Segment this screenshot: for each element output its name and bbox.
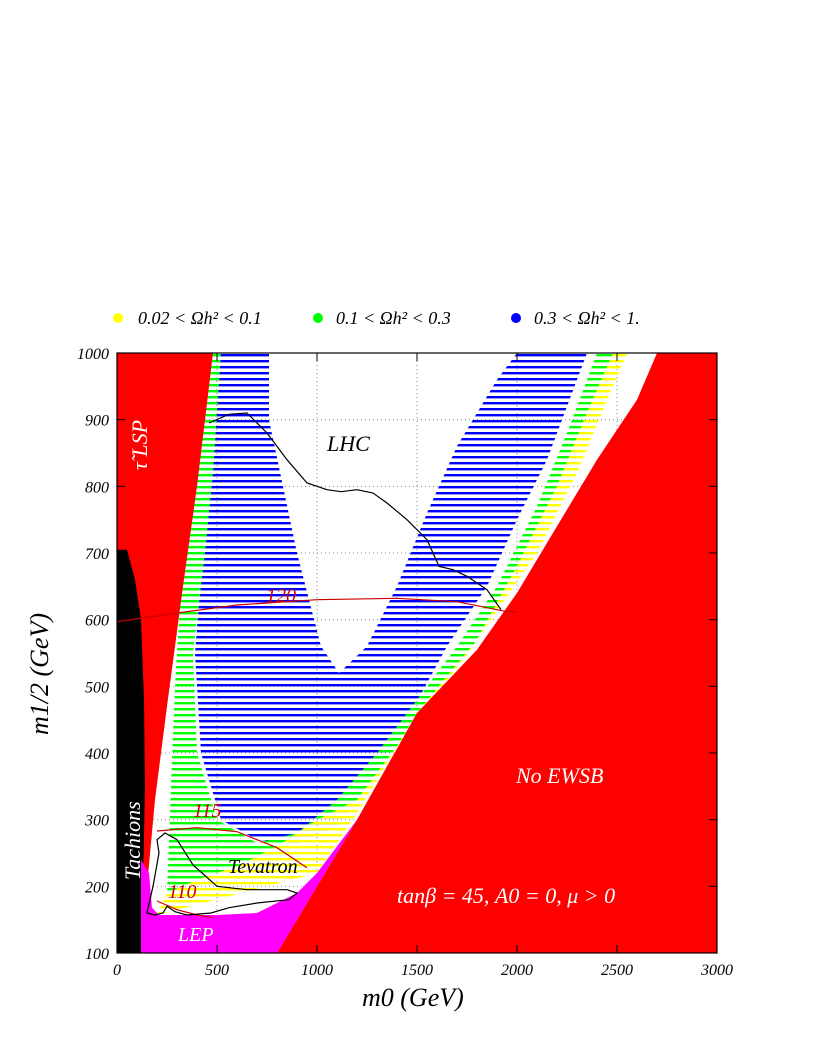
contour-higgs-120 <box>117 597 517 623</box>
x-tick-label: 1000 <box>301 962 333 979</box>
label-higgs-120: 120 <box>266 585 296 607</box>
y-tick-label: 800 <box>85 479 109 496</box>
y-tick-label: 700 <box>85 546 109 563</box>
legend-label-omega-mid: 0.1 < Ωh² < 0.3 <box>336 308 451 328</box>
legend-label-omega-low: 0.02 < Ωh² < 0.1 <box>138 308 262 328</box>
label-lhc: LHC <box>326 431 370 456</box>
y-tick-label: 400 <box>85 746 109 763</box>
legend-marker-green <box>313 313 323 323</box>
legend-item-omega-high: 0.3 < Ωh² < 1. <box>511 308 640 328</box>
label-tachyons: Tachions <box>120 801 145 880</box>
y-tick-label: 200 <box>85 879 109 896</box>
contour-higgs-110 <box>156 900 214 919</box>
y-tick-label: 1000 <box>77 346 109 363</box>
contour-tevatron-reach <box>146 832 299 916</box>
x-tick-label: 1500 <box>401 962 433 979</box>
region-omega-high <box>195 353 587 843</box>
legend-marker-blue <box>511 313 521 323</box>
region-lep <box>141 819 357 953</box>
y-tick-label: 300 <box>84 813 109 830</box>
region-tachyons <box>117 549 145 953</box>
plot-area <box>117 353 717 953</box>
y-tick-label: 500 <box>85 679 109 696</box>
legend: 0.02 < Ωh² < 0.1 0.1 < Ωh² < 0.3 0.3 < Ω… <box>113 308 640 328</box>
x-tick-label: 2500 <box>601 962 633 979</box>
y-tick-label: 900 <box>85 413 109 430</box>
label-lep: LEP <box>177 924 214 946</box>
region-omega-mid <box>167 353 613 893</box>
y-axis: 100 200 300 400 500 600 700 800 900 1000 <box>77 346 717 963</box>
contour-higgs-115 <box>156 827 308 869</box>
legend-item-omega-low: 0.02 < Ωh² < 0.1 <box>113 308 262 328</box>
y-axis-title: m1/2 (GeV) <box>25 613 54 735</box>
label-parameters: tanβ = 45, A0 = 0, μ > 0 <box>397 883 615 908</box>
x-axis: 0 500 1000 1500 2000 2500 3000 <box>113 353 733 979</box>
label-tevatron: Tevatron <box>228 856 298 878</box>
legend-marker-yellow <box>113 313 123 323</box>
x-tick-label: 0 <box>113 962 121 979</box>
x-axis-title: m0 (GeV) <box>362 983 464 1012</box>
label-higgs-115: 115 <box>193 800 222 822</box>
y-tick-label: 600 <box>85 613 109 630</box>
legend-item-omega-mid: 0.1 < Ωh² < 0.3 <box>313 308 451 328</box>
x-tick-label: 2000 <box>501 962 533 979</box>
y-tick-label: 100 <box>85 946 109 963</box>
label-no-ewsb: No EWSB <box>515 763 603 788</box>
x-tick-label: 500 <box>205 962 229 979</box>
label-stau-lsp: τ̃ LSP <box>127 420 152 470</box>
contour-lhc-reach <box>208 412 502 611</box>
legend-label-omega-high: 0.3 < Ωh² < 1. <box>534 308 640 328</box>
label-higgs-110: 110 <box>168 881 197 903</box>
x-tick-label: 3000 <box>700 962 733 979</box>
region-no-ewsb <box>277 353 717 953</box>
